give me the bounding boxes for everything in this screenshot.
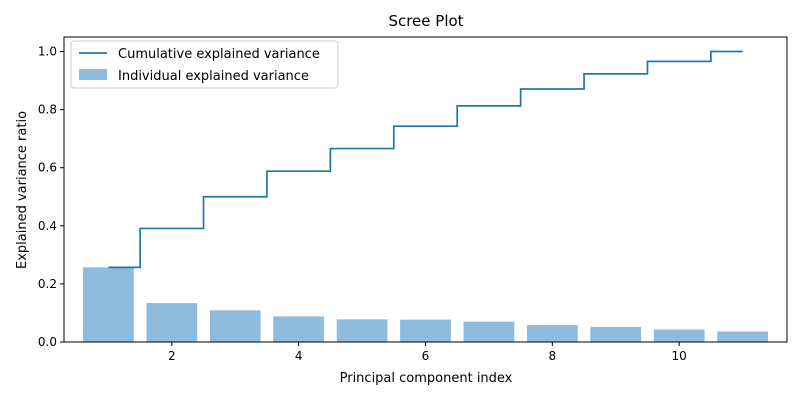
bar-individual-variance xyxy=(400,319,451,342)
legend-frame xyxy=(70,40,339,89)
y-axis-label: Explained variance ratio xyxy=(15,111,30,269)
legend-label-individual: Individual explained variance xyxy=(118,69,309,84)
bar-individual-variance xyxy=(717,331,768,342)
x-tick-label: 8 xyxy=(549,349,557,363)
plot-area xyxy=(83,50,768,342)
y-tick-label: 0.2 xyxy=(38,277,57,291)
legend: Cumulative explained variance Individual… xyxy=(70,40,339,89)
bar-individual-variance xyxy=(209,310,261,342)
bar-individual-variance xyxy=(463,321,515,342)
y-tick-label: 0.0 xyxy=(38,335,57,349)
y-tick-label: 1.0 xyxy=(38,45,57,59)
bar-individual-variance xyxy=(590,326,642,342)
x-tick-label: 6 xyxy=(422,349,430,363)
bar-individual-variance xyxy=(653,329,705,342)
bar-individual-variance xyxy=(146,303,198,342)
x-tick-label: 10 xyxy=(672,349,687,363)
bar-individual-variance xyxy=(83,267,134,342)
y-tick-label: 0.8 xyxy=(38,103,57,117)
x-tick-label: 2 xyxy=(168,349,176,363)
chart-title: Scree Plot xyxy=(388,12,463,30)
legend-label-cumulative: Cumulative explained variance xyxy=(118,47,320,62)
cumulative-variance-line xyxy=(108,50,743,269)
bar-individual-variance xyxy=(336,319,388,342)
y-tick-label: 0.6 xyxy=(38,161,57,175)
x-axis-label: Principal component index xyxy=(340,371,513,386)
x-tick-label: 4 xyxy=(295,349,303,363)
y-axis: 0.0 0.2 0.4 0.6 0.8 1.0 xyxy=(38,45,64,349)
y-tick-label: 0.4 xyxy=(38,219,57,233)
legend-swatch-individual xyxy=(79,69,107,80)
bar-individual-variance xyxy=(526,325,578,342)
x-axis: 2 4 6 8 10 xyxy=(168,342,687,363)
bar-individual-variance xyxy=(273,316,325,342)
